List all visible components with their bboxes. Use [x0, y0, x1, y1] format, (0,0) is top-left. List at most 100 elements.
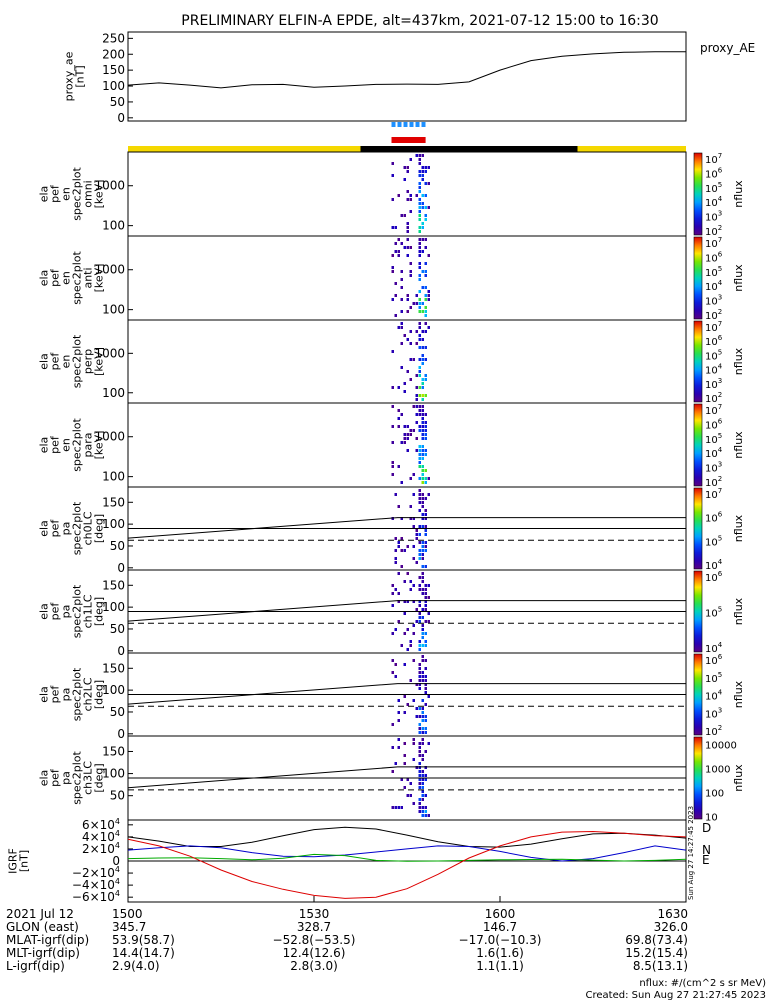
heatmap-cell	[412, 624, 415, 627]
colorbar-tick-label: 105	[705, 265, 722, 279]
heatmap-cell	[421, 302, 424, 305]
heatmap-cell	[409, 262, 412, 265]
heatmap-cell	[406, 190, 409, 193]
side-timestamp: Sun Aug 27 14:27:45 2023	[687, 806, 695, 900]
colorbar-tick-label: 106	[705, 166, 723, 180]
heatmap-cell	[421, 222, 424, 225]
ytick-label: 1000	[94, 179, 125, 193]
heatmap-cell	[418, 366, 421, 369]
colorbar-tick-label: 107	[705, 236, 722, 250]
table-cell: 8.5(13.1)	[633, 959, 688, 973]
colorbar-tick-label: 106	[705, 511, 723, 525]
colorbar-tick-label: 105	[705, 671, 722, 685]
ylabel-line: perp	[82, 349, 95, 374]
colorbar-tick-label: 104	[705, 195, 723, 209]
heatmap-cell	[421, 238, 424, 241]
heatmap-cell	[424, 545, 427, 548]
heatmap-cell	[418, 445, 421, 448]
colorbar-tick-label: 103	[705, 294, 722, 308]
table-row-label: GLON (east)	[6, 920, 79, 934]
heatmap-cell	[421, 636, 424, 639]
heatmap-cell	[418, 715, 421, 718]
heatmap-cell	[409, 794, 412, 797]
heatmap-cell	[418, 723, 421, 726]
heatmap-cell	[403, 334, 406, 337]
heatmap-cell	[403, 742, 406, 745]
heatmap-cell	[421, 154, 424, 157]
heatmap-cell	[424, 774, 427, 777]
heatmap-cell	[391, 473, 394, 476]
heatmap-cell	[421, 409, 424, 412]
heatmap-cell	[418, 762, 421, 765]
ylabel-line: en	[60, 438, 73, 452]
heatmap-cell	[418, 310, 421, 313]
heatmap-cell	[397, 746, 400, 749]
heatmap-cell	[421, 166, 424, 169]
panel-spec_omni: 1001000elapefenspec2plotomni[keV]1021031…	[38, 151, 745, 238]
heatmap-cell	[406, 294, 409, 297]
colorbar-tick-label: 102	[705, 475, 722, 489]
heatmap-cell	[400, 413, 403, 416]
ylabel-line: spec2plot	[71, 251, 84, 305]
heatmap-cell	[421, 378, 424, 381]
heatmap-cell	[421, 457, 424, 460]
ylabel-line: pa	[60, 688, 73, 702]
heatmap-cell	[403, 695, 406, 698]
heatmap-cell	[400, 326, 403, 329]
colorbar-tick-label: 103	[705, 461, 722, 475]
heatmap-cell	[421, 711, 424, 714]
table-row-label: MLAT-igrf(dip)	[6, 933, 89, 947]
ytick-label: 150	[102, 661, 125, 675]
proxy-ae-panel: 0 50 100 150 200 250 proxy_ae[nT] proxy_AE	[63, 31, 756, 124]
ylabel-line: IGRF	[7, 848, 20, 874]
heatmap-cell	[412, 493, 415, 496]
ylabel-line: spec2plot	[71, 584, 84, 638]
heatmap-cell	[421, 421, 424, 424]
heatmap-cell	[421, 557, 424, 560]
ylabel-line: [keV]	[93, 180, 106, 209]
heatmap-cell	[412, 358, 415, 361]
ytick-label: 50	[110, 789, 125, 803]
blue-dot	[421, 122, 426, 127]
heatmap-cell	[424, 429, 427, 432]
heatmap-cell	[418, 727, 421, 730]
heatmap-cell	[421, 675, 424, 678]
ytick-label: −4×104	[72, 877, 120, 892]
heatmap-cell	[406, 545, 409, 548]
heatmap-cell	[391, 659, 394, 662]
table-cell: 326.0	[654, 920, 688, 934]
heatmap-cell	[394, 588, 397, 591]
heatmap-cell	[424, 679, 427, 682]
ytick-label: 1000	[94, 430, 125, 444]
heatmap-cell	[421, 731, 424, 734]
heatmap-cell	[421, 425, 424, 428]
heatmap-cell	[418, 640, 421, 643]
heatmap-cell	[418, 226, 421, 229]
heatmap-cell	[418, 306, 421, 309]
heatmap-cell	[400, 565, 403, 568]
heatmap-cell	[424, 374, 427, 377]
heatmap-cell	[403, 214, 406, 217]
heatmap-cell	[418, 358, 421, 361]
heatmap-cell	[427, 742, 430, 745]
heatmap-cell	[418, 465, 421, 468]
heatmap-cell	[424, 675, 427, 678]
heatmap-cell	[397, 254, 400, 257]
heatmap-cell	[406, 433, 409, 436]
heatmap-cell	[424, 214, 427, 217]
colorbar-tick-label: 105	[705, 534, 722, 548]
colorbar-tick-label: 104	[705, 689, 723, 703]
colorbar-tick-label: 102	[705, 391, 722, 405]
heatmap-cell	[424, 330, 427, 333]
heatmap-cell	[421, 413, 424, 416]
heatmap-cell	[418, 158, 421, 161]
heatmap-cell	[424, 182, 427, 185]
heatmap-cell	[418, 612, 421, 615]
ytick-label: 50	[110, 705, 125, 719]
heatmap-cell	[400, 644, 403, 647]
heatmap-cell	[421, 671, 424, 674]
